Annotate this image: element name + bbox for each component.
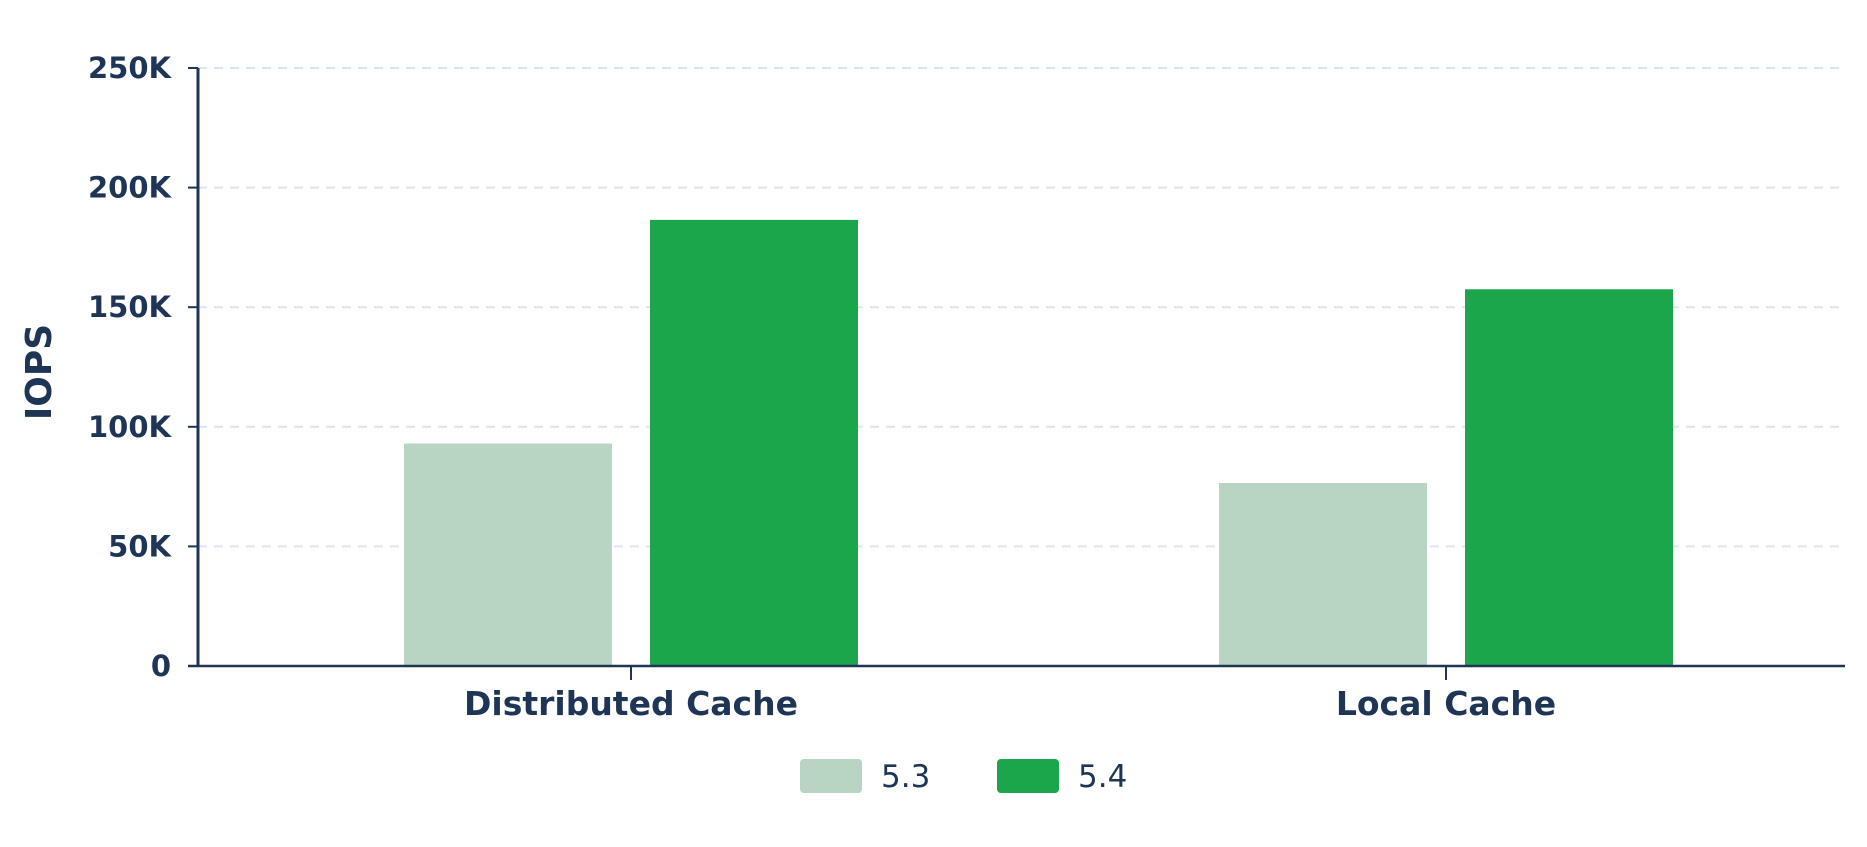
y-tick-label: 150K: [88, 290, 173, 324]
bar-5-4-1: [1465, 289, 1673, 666]
y-tick-label: 0: [151, 649, 171, 683]
x-category-label: Distributed Cache: [464, 684, 798, 723]
bar-5-4-0: [650, 219, 858, 666]
legend-swatch-5-3: [800, 759, 862, 793]
bars: [404, 219, 1673, 666]
y-tick-label: 200K: [88, 171, 173, 205]
y-tick-label: 100K: [88, 410, 173, 444]
bar-5-3-0: [404, 443, 612, 666]
y-axis-title: IOPS: [19, 324, 60, 420]
bar-5-3-1: [1219, 483, 1427, 666]
y-tick-label: 50K: [108, 529, 172, 563]
y-tick-label: 250K: [88, 51, 173, 85]
legend-swatch-5-4: [997, 759, 1059, 793]
x-category-label: Local Cache: [1336, 684, 1556, 723]
axes: [188, 67, 1845, 680]
x-category-labels: Distributed Cache Local Cache: [464, 684, 1556, 723]
legend-label-5-4: 5.4: [1078, 759, 1127, 795]
y-tick-labels: 0 50K 100K 150K 200K 250K: [88, 51, 173, 683]
legend: 5.3 5.4: [800, 759, 1127, 795]
legend-label-5-3: 5.3: [881, 759, 930, 795]
